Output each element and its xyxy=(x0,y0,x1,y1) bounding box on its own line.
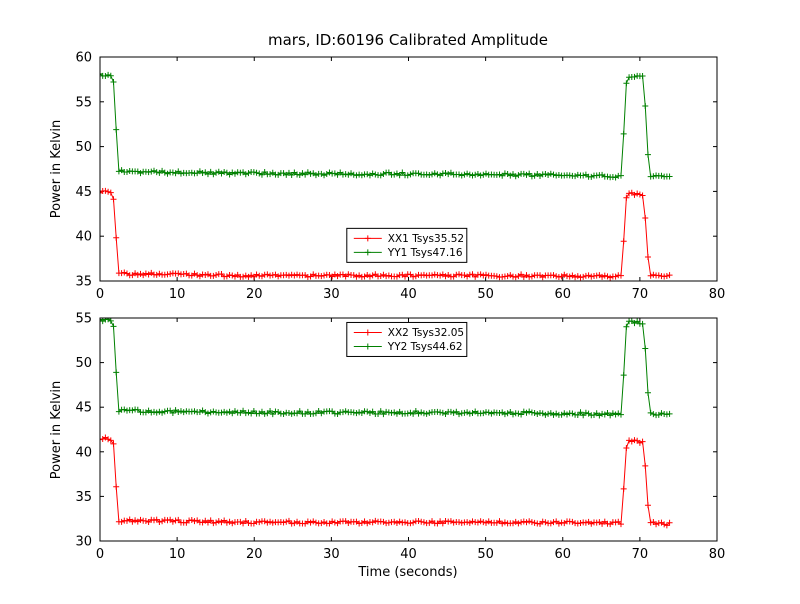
x-tick-label: 50 xyxy=(477,287,494,302)
legend-marker-sample xyxy=(364,235,371,242)
y-tick-label: 30 xyxy=(75,535,92,550)
x-tick-label: 50 xyxy=(477,547,494,562)
top-subplot: 0 10 20 30 40 50 60 70 80 35 40 45 50 55 60 XX1 Tsys35.… xyxy=(75,51,725,303)
x-tick-label: 30 xyxy=(323,547,340,562)
legend: XX1 Tsys35.52 YY1 Tsys47.16 xyxy=(346,227,468,263)
legend-marker-sample xyxy=(364,343,371,350)
x-tick-label: 40 xyxy=(400,287,417,302)
x-tick-label: 20 xyxy=(246,287,263,302)
y-tick-label: 55 xyxy=(75,312,92,327)
legend-label: XX1 Tsys35.52 xyxy=(388,233,464,245)
y-tick-label: 40 xyxy=(75,230,92,245)
legend-label: YY1 Tsys47.16 xyxy=(387,247,463,259)
x-tick-label: 10 xyxy=(169,547,186,562)
legend-label: XX2 Tsys32.05 xyxy=(388,327,464,339)
x-tick-label: 40 xyxy=(400,547,417,562)
axes-frame xyxy=(99,56,718,282)
x-tick-label: 70 xyxy=(632,547,649,562)
y-tick-label: 35 xyxy=(75,275,92,290)
series-xx2 xyxy=(100,434,673,529)
y-tick-label: 45 xyxy=(75,185,92,200)
y-tick-label: 40 xyxy=(75,445,92,460)
x-tick-label: 80 xyxy=(709,287,726,302)
x-tick-label: 70 xyxy=(632,287,649,302)
legend-marker-sample xyxy=(364,329,371,336)
x-tick-label: 10 xyxy=(169,287,186,302)
x-tick-label: 30 xyxy=(323,287,340,302)
x-tick-label: 80 xyxy=(709,547,726,562)
y-tick-label: 60 xyxy=(75,51,92,66)
x-tick-label: 60 xyxy=(554,287,571,302)
y-tick-label: 50 xyxy=(75,140,92,155)
top-y-axis-label: Power in Kelvin xyxy=(49,120,64,218)
y-tick-label: 35 xyxy=(75,490,92,505)
x-tick-label: 60 xyxy=(554,547,571,562)
series-yy2 xyxy=(100,318,673,419)
legend-marker-sample xyxy=(364,249,371,256)
y-tick-label: 50 xyxy=(75,356,92,371)
series-yy1 xyxy=(100,70,673,181)
legend-label: YY2 Tsys44.62 xyxy=(387,341,463,353)
bottom-subplot: 0 10 20 30 40 50 60 70 80 30 35 40 45 50 55 XX2 Tsys32.… xyxy=(75,312,725,563)
x-tick-label: 0 xyxy=(96,287,104,302)
y-tick-label: 45 xyxy=(75,401,92,416)
series-xx1 xyxy=(100,187,673,281)
x-tick-label: 20 xyxy=(246,547,263,562)
y-tick-label: 55 xyxy=(75,95,92,110)
bottom-y-axis-label: Power in Kelvin xyxy=(49,381,64,479)
x-axis-label: Time (seconds) xyxy=(357,565,457,580)
x-tick-label: 0 xyxy=(96,547,104,562)
axes-frame xyxy=(99,317,718,542)
legend: XX2 Tsys32.05 YY2 Tsys44.62 xyxy=(346,321,468,357)
figure-title: mars, ID:60196 Calibrated Amplitude xyxy=(268,31,548,49)
